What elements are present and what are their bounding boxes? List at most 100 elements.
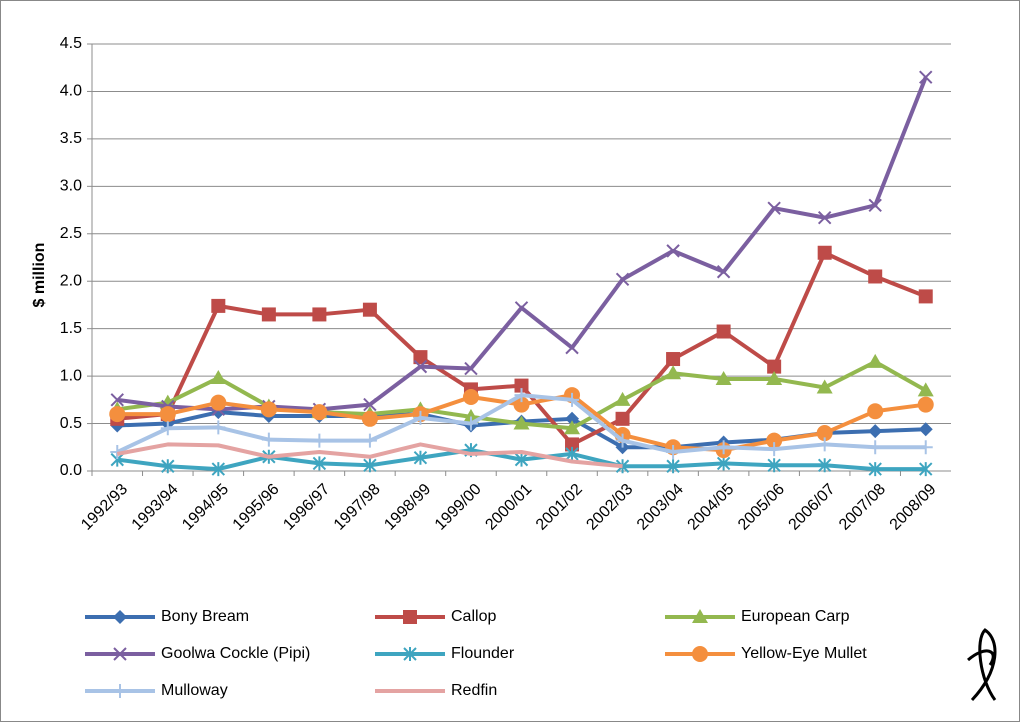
marker	[403, 610, 417, 624]
marker	[159, 406, 176, 423]
legend-item: Bony Bream	[85, 608, 249, 625]
marker	[565, 411, 580, 426]
marker	[160, 421, 175, 436]
marker	[816, 379, 833, 394]
marker	[867, 353, 884, 368]
legend-label: Redfin	[451, 682, 497, 699]
marker	[868, 462, 882, 477]
y-tick-label: 4.5	[60, 35, 82, 52]
y-tick-label: 0.0	[60, 462, 82, 479]
marker	[210, 370, 227, 385]
marker	[564, 420, 581, 435]
legend-label: Goolwa Cockle (Pipi)	[161, 645, 310, 662]
y-tick-label: 2.0	[60, 272, 82, 289]
marker	[615, 272, 630, 287]
marker	[161, 459, 175, 474]
marker	[918, 440, 933, 455]
marker	[403, 647, 417, 661]
marker	[113, 610, 127, 624]
marker	[817, 458, 832, 473]
legend-item: Goolwa Cockle (Pipi)	[85, 645, 310, 662]
marker	[716, 324, 731, 339]
marker	[312, 433, 327, 448]
marker	[413, 350, 428, 365]
marker	[311, 404, 328, 421]
marker	[565, 392, 580, 407]
marker	[513, 415, 530, 430]
legend-item: Flounder	[375, 645, 515, 662]
legend-label: European Carp	[741, 608, 850, 625]
y-tick-label: 3.5	[60, 130, 82, 147]
marker	[692, 609, 708, 623]
legend-item: European Carp	[665, 608, 850, 625]
legend-item: Mulloway	[85, 682, 228, 699]
legend-label: Flounder	[451, 645, 515, 662]
marker	[767, 458, 781, 473]
marker	[715, 370, 732, 385]
marker	[565, 437, 580, 452]
y-tick-label: 1.5	[60, 320, 82, 337]
marker	[513, 396, 530, 413]
marker	[665, 365, 682, 380]
legend-label: Mulloway	[161, 682, 228, 699]
marker	[361, 410, 378, 427]
marker	[666, 244, 680, 258]
marker	[113, 647, 127, 661]
marker	[919, 70, 933, 84]
marker	[868, 424, 883, 439]
marker	[817, 245, 832, 260]
y-tick-label: 2.5	[60, 225, 82, 242]
marker	[817, 437, 832, 452]
y-tick-label: 3.0	[60, 178, 82, 195]
marker	[917, 396, 934, 413]
y-tick-label: 1.0	[60, 367, 82, 384]
marker	[767, 201, 781, 215]
logo	[967, 628, 997, 702]
marker	[868, 198, 882, 213]
marker	[261, 307, 276, 322]
marker	[767, 359, 782, 374]
marker	[362, 433, 377, 448]
marker	[514, 388, 529, 403]
marker	[565, 340, 579, 355]
marker	[666, 445, 681, 460]
series-line	[116, 442, 623, 469]
marker	[312, 307, 327, 322]
marker	[462, 388, 479, 405]
legend-item: Callop	[375, 608, 496, 625]
marker	[260, 401, 277, 418]
marker	[109, 406, 126, 423]
y-tick-label: 4.0	[60, 83, 82, 100]
marker	[210, 394, 227, 411]
marker	[514, 452, 529, 467]
marker	[767, 442, 782, 457]
legend-item: Redfin	[375, 682, 497, 699]
y-axis-label: $ million	[31, 243, 48, 308]
marker	[110, 393, 124, 407]
marker	[868, 440, 883, 455]
marker	[716, 265, 731, 279]
marker	[692, 646, 708, 662]
marker	[113, 684, 127, 698]
marker	[413, 450, 428, 465]
marker	[867, 403, 884, 420]
marker	[413, 410, 428, 425]
marker	[918, 289, 933, 304]
marker	[514, 378, 529, 393]
marker	[816, 425, 833, 442]
marker	[918, 422, 933, 437]
legend-item: Yellow-Eye Mullet	[665, 645, 867, 662]
marker	[211, 420, 226, 435]
marker	[615, 459, 630, 474]
marker	[312, 456, 327, 471]
marker	[363, 458, 377, 473]
marker	[817, 210, 832, 225]
marker	[261, 432, 276, 447]
marker	[868, 269, 883, 284]
marker	[917, 382, 934, 397]
marker	[211, 462, 226, 477]
marker	[919, 462, 933, 477]
legend-label: Callop	[451, 608, 496, 625]
